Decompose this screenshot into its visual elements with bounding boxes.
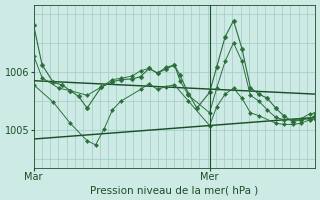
X-axis label: Pression niveau de la mer( hPa ): Pression niveau de la mer( hPa ) — [90, 185, 259, 195]
